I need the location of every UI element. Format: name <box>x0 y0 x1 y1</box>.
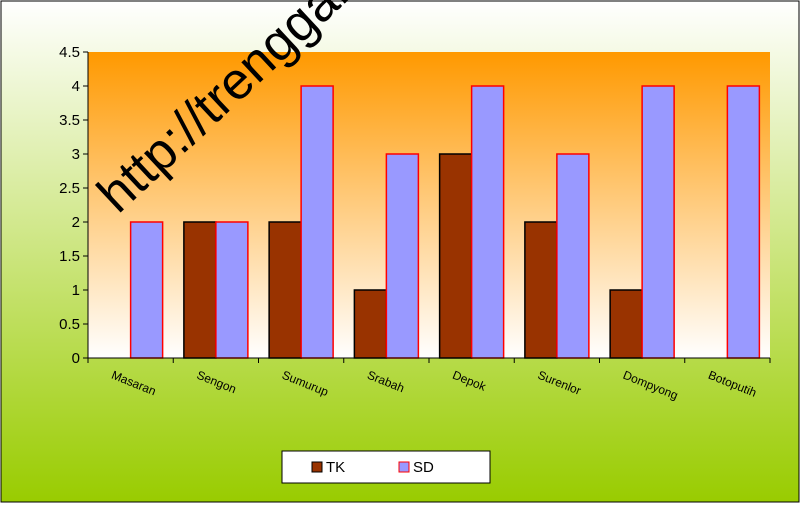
y-ticks: 0 0.5 1 1.5 2 2.5 3 3.5 4 4.5 <box>59 44 88 367</box>
legend-label-tk: TK <box>326 459 345 476</box>
bar-tk-srabah <box>353 289 388 359</box>
bars-layer <box>129 85 761 359</box>
bar-tk-sumurup <box>268 221 302 359</box>
y-tick-label: 0 <box>72 350 80 367</box>
y-tick-label: 0.5 <box>59 316 80 333</box>
y-tick-label: 4 <box>72 78 80 95</box>
bar-tk-dompyong <box>609 289 643 359</box>
bar-sd-dompyong <box>641 85 675 359</box>
y-tick-label: 3 <box>72 146 80 163</box>
legend-swatch-sd <box>398 461 410 473</box>
y-tick-label: 2 <box>72 214 80 231</box>
legend: TK SD <box>281 450 491 484</box>
bar-sd-depok <box>470 85 505 359</box>
bar-sd-sengon <box>215 221 249 359</box>
bar-tk-depok <box>438 153 473 359</box>
bar-sd-surenlor <box>556 153 590 359</box>
bar-sd-masaran <box>129 221 164 359</box>
bar-sd-sumurup <box>300 85 334 359</box>
legend-label-sd: SD <box>413 459 434 476</box>
legend-swatch-tk <box>311 461 323 473</box>
y-tick-label: 1 <box>72 282 80 299</box>
y-tick-label: 2.5 <box>59 180 80 197</box>
bar-tk-sengon <box>183 221 217 359</box>
bar-sd-srabah <box>385 153 420 359</box>
bar-sd-botoputih <box>726 85 761 359</box>
y-tick-label: 4.5 <box>59 44 80 61</box>
y-tick-label: 1.5 <box>59 248 80 265</box>
y-tick-label: 3.5 <box>59 112 80 129</box>
bar-tk-surenlor <box>524 221 558 359</box>
